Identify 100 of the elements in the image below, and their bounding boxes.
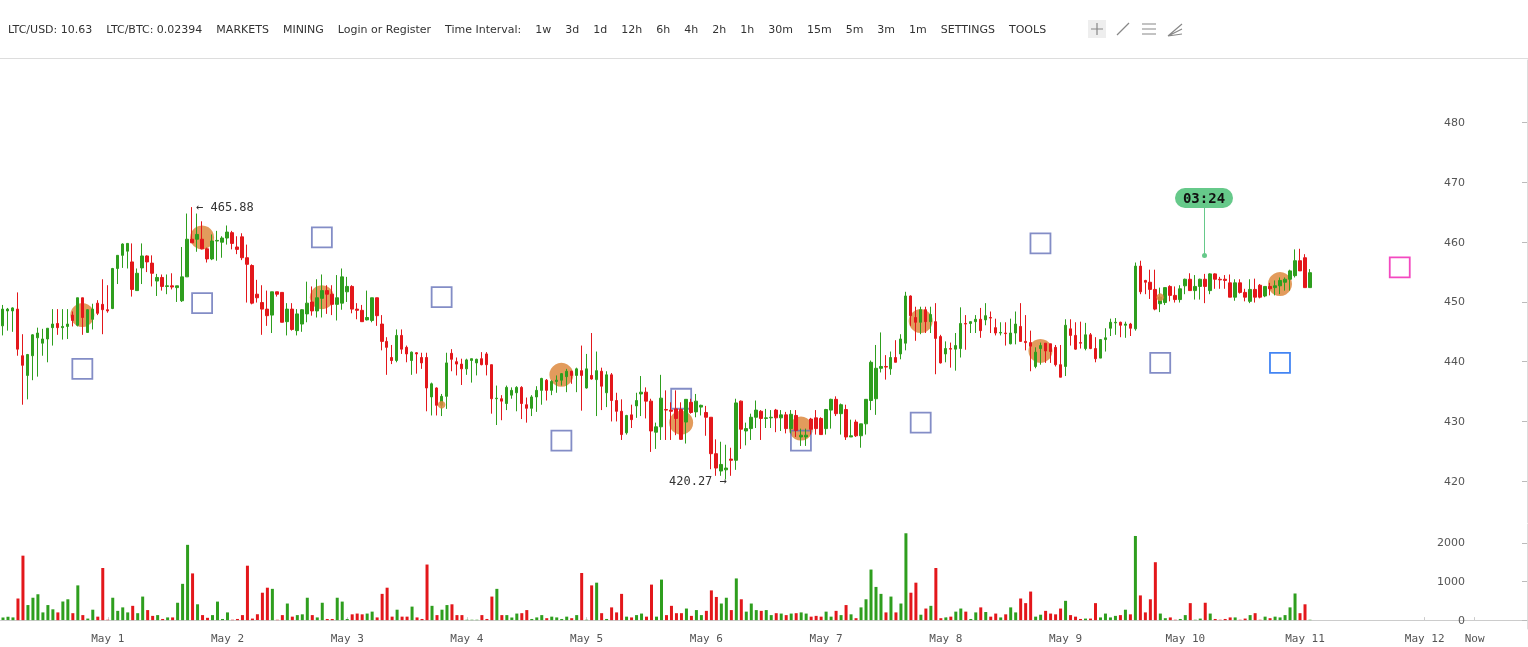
bar bbox=[245, 565, 249, 621]
bar bbox=[909, 592, 913, 621]
bar bbox=[829, 616, 833, 621]
candlestick bbox=[620, 398, 623, 441]
bar bbox=[799, 612, 803, 621]
x-tick-label: May 8 bbox=[929, 632, 963, 645]
candlestick bbox=[570, 370, 573, 385]
bar bbox=[839, 615, 843, 621]
candlestick bbox=[1228, 273, 1232, 298]
bar bbox=[535, 617, 539, 621]
candlestick bbox=[505, 385, 508, 411]
candlestick bbox=[779, 409, 783, 432]
bar bbox=[1233, 617, 1237, 621]
bar bbox=[400, 616, 404, 621]
bar bbox=[1248, 615, 1252, 621]
bar bbox=[455, 615, 459, 621]
candlestick bbox=[16, 291, 19, 357]
candlestick bbox=[480, 351, 483, 366]
candlestick bbox=[121, 242, 124, 269]
bar bbox=[1103, 613, 1107, 621]
candlestick bbox=[545, 378, 548, 402]
bar bbox=[734, 578, 738, 621]
x-tick-label: May 9 bbox=[1049, 632, 1083, 645]
bar bbox=[280, 615, 284, 621]
candlestick bbox=[56, 308, 59, 336]
candlestick bbox=[844, 404, 848, 441]
bar bbox=[989, 616, 993, 621]
bar bbox=[26, 605, 30, 621]
text: 3m bbox=[877, 22, 896, 36]
candlestick bbox=[540, 377, 543, 406]
bar bbox=[580, 573, 584, 621]
bar bbox=[500, 615, 504, 621]
text: 15m bbox=[806, 22, 832, 36]
candlestick bbox=[1024, 314, 1027, 351]
candlestick bbox=[515, 385, 518, 412]
bar bbox=[794, 613, 798, 621]
candlestick bbox=[1059, 344, 1062, 378]
candlestick bbox=[390, 344, 393, 365]
point bbox=[670, 387, 693, 410]
bar bbox=[146, 610, 150, 621]
bar bbox=[265, 587, 269, 621]
bar bbox=[41, 612, 45, 621]
bar bbox=[1093, 603, 1097, 621]
bar bbox=[315, 617, 319, 621]
bar bbox=[1153, 562, 1157, 621]
bar bbox=[809, 616, 813, 621]
y-tick-label: 420 bbox=[1444, 474, 1465, 488]
candlestick bbox=[1034, 346, 1037, 369]
text: 30m bbox=[768, 22, 793, 36]
bar bbox=[729, 610, 733, 621]
bar bbox=[1203, 602, 1207, 621]
bar bbox=[320, 602, 324, 621]
y-tick-label: 1000 bbox=[1437, 575, 1465, 589]
bar bbox=[684, 608, 688, 621]
candlestick bbox=[839, 403, 843, 436]
candlestick bbox=[445, 352, 448, 410]
candlestick bbox=[909, 294, 912, 327]
bar bbox=[131, 605, 135, 621]
bar bbox=[11, 617, 15, 621]
candlestick bbox=[1079, 321, 1082, 350]
bar bbox=[31, 597, 35, 621]
x-tick-label: May 2 bbox=[210, 632, 245, 645]
bar bbox=[435, 615, 439, 621]
bar bbox=[869, 569, 873, 621]
candlestick bbox=[580, 345, 583, 412]
bar bbox=[360, 614, 364, 621]
bar bbox=[460, 615, 464, 621]
bar bbox=[590, 585, 594, 621]
candlestick bbox=[230, 230, 234, 250]
candlestick bbox=[1248, 278, 1252, 304]
bar bbox=[1014, 612, 1018, 621]
point bbox=[71, 357, 94, 380]
bar bbox=[1278, 617, 1282, 621]
bar bbox=[350, 614, 354, 621]
bar bbox=[699, 615, 703, 621]
bar bbox=[819, 616, 823, 621]
candlestick bbox=[1009, 318, 1012, 345]
bar bbox=[6, 616, 10, 621]
bar bbox=[1113, 615, 1117, 621]
candlestick bbox=[635, 392, 638, 419]
bar bbox=[121, 607, 125, 621]
candlestick bbox=[605, 370, 608, 408]
bar bbox=[216, 601, 220, 621]
bar bbox=[674, 613, 678, 621]
candlestick bbox=[854, 419, 858, 438]
candlestick bbox=[395, 328, 398, 363]
bar bbox=[1039, 614, 1043, 621]
bar bbox=[101, 568, 105, 621]
bar bbox=[1303, 604, 1307, 621]
candlestick bbox=[290, 302, 294, 332]
candlestick bbox=[1134, 262, 1137, 332]
text: 1h bbox=[740, 22, 755, 36]
bar bbox=[1064, 600, 1068, 621]
text: 5m bbox=[845, 22, 864, 36]
bar bbox=[1143, 612, 1147, 621]
candlestick bbox=[849, 419, 853, 438]
candlestick bbox=[904, 291, 907, 351]
bar bbox=[1044, 610, 1048, 621]
bar bbox=[1128, 614, 1132, 621]
bar bbox=[16, 598, 20, 621]
